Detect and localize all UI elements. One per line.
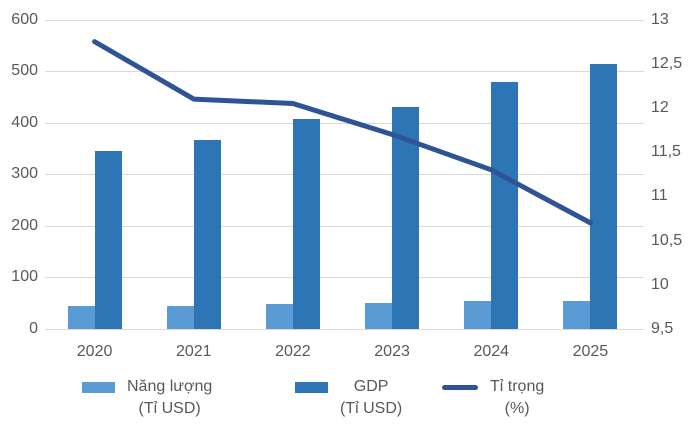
y-axis-right-tick-label: 12,5 (651, 54, 683, 72)
bar-gdp (193, 139, 221, 329)
legend-square-marker (295, 382, 328, 393)
y-axis-left-tick-label: 300 (11, 165, 38, 183)
gridline (45, 277, 644, 279)
bar-nang-luong (464, 301, 492, 329)
x-axis-label: 2025 (572, 343, 609, 360)
bar-nang-luong (166, 306, 194, 329)
y-axis-left-tick-label: 0 (29, 320, 38, 337)
legend-item: GDP (Tỉ USD) (295, 376, 402, 420)
bar-gdp (392, 107, 420, 329)
x-axis-label: 2023 (374, 343, 410, 360)
legend-square-marker (82, 382, 115, 393)
bar-nang-luong (365, 303, 393, 329)
y-axis-right-tick-label: 11 (651, 187, 668, 205)
gridline (45, 122, 644, 124)
y-axis-right-tick-label: 13 (651, 10, 669, 28)
bar-nang-luong (563, 300, 591, 329)
x-axis-label: 2022 (275, 343, 311, 360)
legend: Năng lượng (Tỉ USD) GDP (Tỉ USD) Tỉ trọng (%) (0, 376, 693, 436)
x-axis-label: 2024 (473, 343, 510, 360)
gridline (45, 329, 644, 330)
bar-gdp (491, 82, 519, 329)
y-axis-right-tick-label: 9,5 (651, 320, 674, 337)
legend-item: Năng lượng (Tỉ USD) (82, 376, 212, 420)
y-axis-right-tick-label: 12 (651, 98, 669, 116)
legend-label: Năng lượng (Tỉ USD) (127, 378, 213, 417)
legend-label: Tỉ trọng (%) (490, 378, 545, 417)
y-axis-left-tick-label: 500 (11, 62, 38, 80)
gridline (45, 19, 644, 21)
x-axis-label: 2021 (175, 343, 212, 360)
legend-item: Tỉ trọng (%) (442, 376, 544, 420)
legend-label: GDP (Tỉ USD) (340, 378, 403, 417)
y-axis-left-tick-label: 100 (11, 268, 38, 286)
x-axis-label: 2020 (76, 343, 113, 360)
y-axis-right-tick-label: 10,5 (651, 231, 683, 249)
y-axis-left-tick-label: 400 (11, 113, 38, 131)
bar-nang-luong (265, 303, 293, 329)
bar-gdp (292, 118, 320, 329)
legend-line-marker (442, 385, 478, 390)
y-axis-left-tick-label: 200 (11, 216, 38, 234)
gridline (45, 225, 644, 227)
y-axis-right-tick-label: 10 (651, 275, 669, 293)
bar-gdp (590, 64, 618, 329)
y-axis-right-tick-label: 11,5 (651, 143, 681, 161)
bar-nang-luong (67, 306, 95, 329)
y-axis-left-tick-label: 600 (11, 10, 38, 28)
gridline (45, 71, 644, 73)
gridline (45, 174, 644, 176)
bar-gdp (94, 151, 122, 329)
